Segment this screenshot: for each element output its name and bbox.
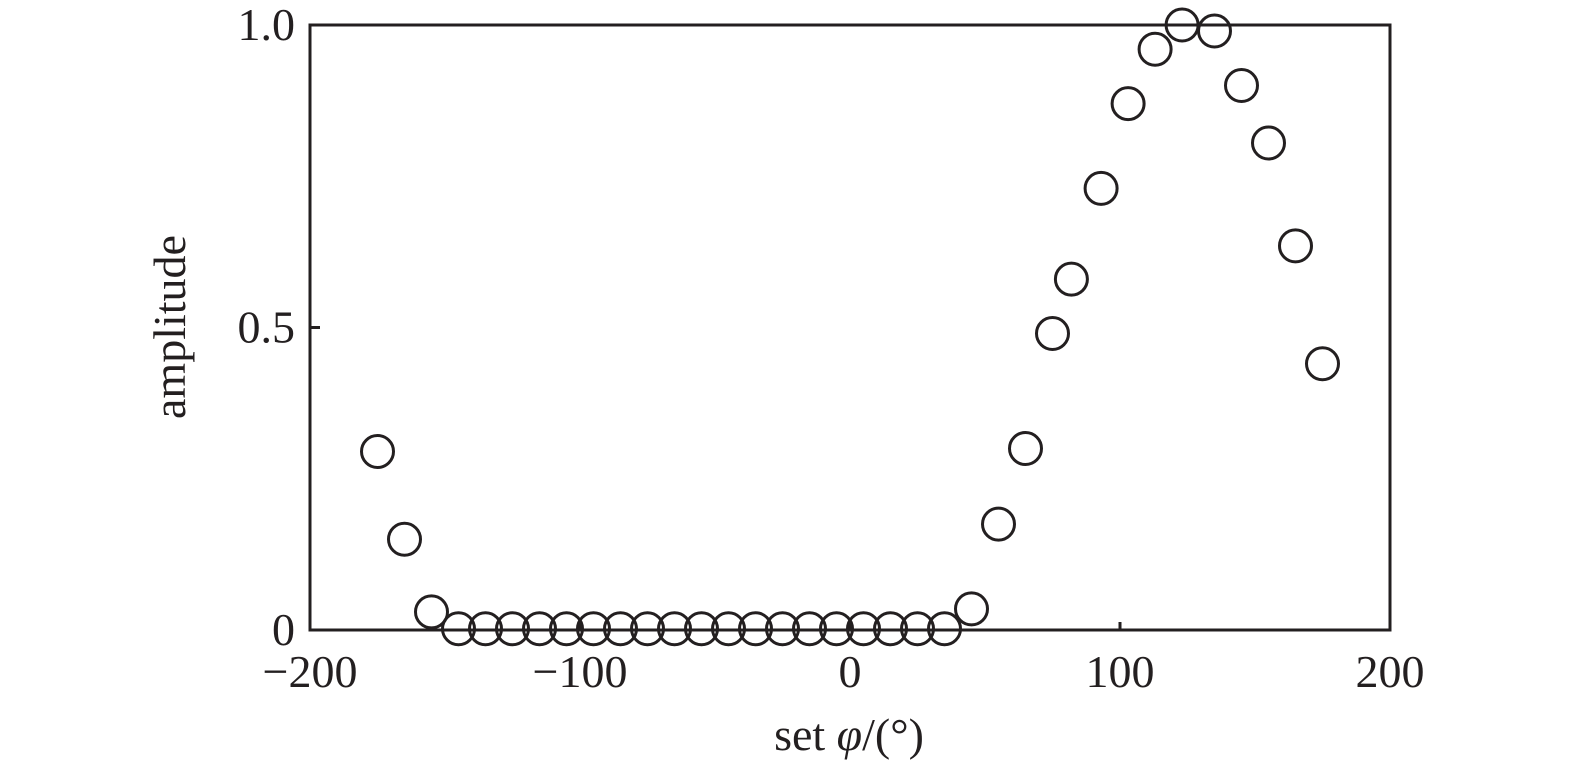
y-axis-title: amplitude (144, 235, 195, 419)
data-point (1224, 68, 1259, 103)
data-point (1197, 13, 1232, 49)
data-points (360, 7, 1340, 647)
data-point (981, 506, 1016, 542)
x-axis-title-symbol: φ (837, 709, 862, 760)
data-point (1053, 261, 1089, 297)
data-point (468, 611, 503, 647)
x-axis-title-prefix: set (774, 709, 837, 760)
data-point (1278, 228, 1313, 264)
y-tick-label: 1.0 (238, 0, 296, 50)
data-point (387, 521, 422, 557)
data-point (846, 611, 881, 647)
data-point (549, 611, 584, 647)
data-point (1305, 346, 1340, 382)
x-axis-title-suffix: /(°) (862, 709, 924, 760)
data-point (657, 611, 692, 647)
data-point (738, 611, 773, 647)
data-point (684, 611, 719, 647)
x-tick-label: 200 (1356, 646, 1425, 697)
data-point (360, 434, 395, 470)
data-point (927, 611, 962, 647)
x-axis-title: set φ/(°) (774, 709, 924, 760)
x-tick-label: 0 (839, 646, 862, 697)
data-point (495, 611, 530, 647)
data-point (441, 611, 476, 647)
y-tick-label: 0.5 (238, 302, 296, 353)
data-point (1110, 86, 1146, 122)
data-point (819, 611, 854, 647)
data-point (1008, 431, 1043, 466)
data-point (900, 611, 935, 647)
data-point (576, 611, 611, 647)
data-point (522, 611, 557, 647)
data-point (603, 611, 638, 647)
x-tick-label: −200 (263, 646, 358, 697)
data-point (414, 594, 449, 630)
data-point (711, 611, 746, 647)
x-tick-label: 100 (1086, 646, 1155, 697)
data-point (1137, 31, 1173, 67)
data-point (792, 611, 827, 647)
data-point (1251, 125, 1286, 161)
data-point (873, 611, 908, 647)
y-axis: 0 0.5 1.0 (238, 0, 320, 655)
data-point (765, 611, 800, 647)
plot-frame (308, 23, 1392, 632)
x-tick-label: −100 (533, 646, 628, 697)
data-point (954, 591, 989, 627)
data-point (1083, 170, 1119, 206)
y-tick-label: 0 (272, 604, 295, 655)
data-point (1035, 316, 1070, 352)
x-axis: −200 −100 0 100 200 (263, 622, 1425, 697)
data-point (630, 611, 665, 647)
